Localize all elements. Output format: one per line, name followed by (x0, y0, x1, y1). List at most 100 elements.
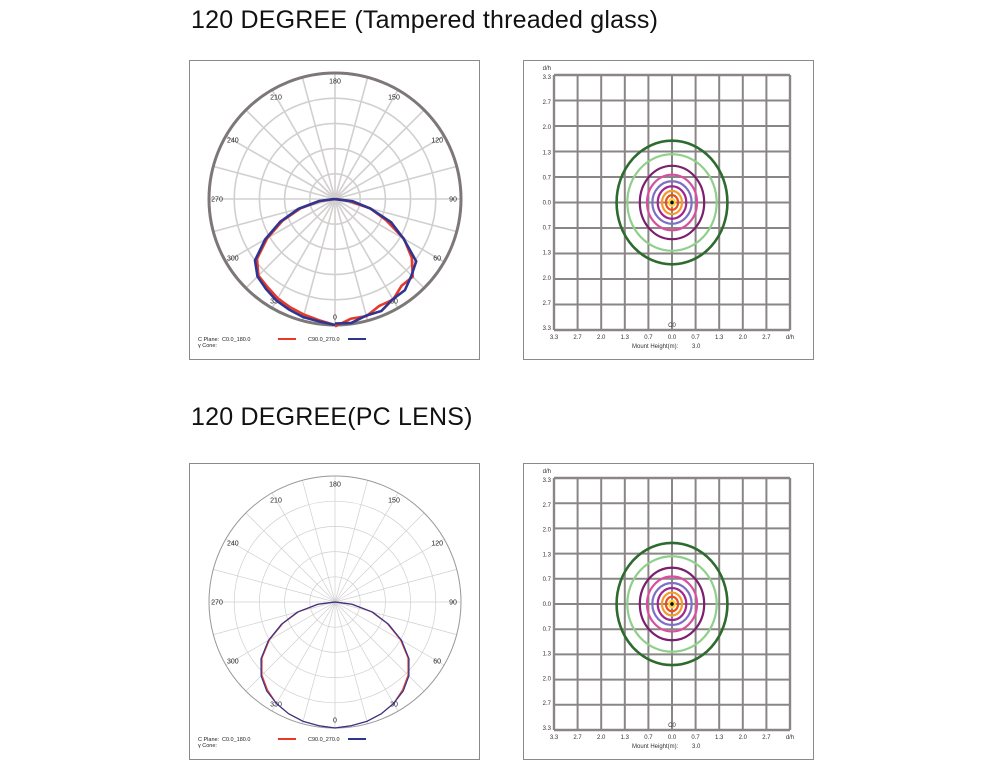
isolux-x-tick: d/h (786, 735, 794, 741)
isolux-contour (656, 185, 688, 220)
polar-angle-label: 150 (388, 94, 400, 101)
isolux-x-tick: 1.3 (621, 335, 630, 341)
isolux-y-tick: 0.7 (543, 226, 552, 232)
polar-grid-spoke (334, 109, 425, 200)
polar-angle-label: 0 (333, 718, 337, 725)
polar-grid-spoke (213, 165, 336, 200)
isolux-y-tick: 0.7 (543, 627, 552, 633)
polar-grid-spoke (225, 538, 336, 603)
isolux-x-tick: 3.3 (550, 335, 559, 341)
polar-grid-spoke (245, 109, 336, 200)
legend-c0-label: C0.0_180.0 (222, 737, 250, 743)
isolux-contour (645, 173, 699, 232)
polar-grid-spoke (334, 538, 445, 603)
isolux-x-tick: 2.0 (739, 335, 748, 341)
polar-grid-spoke (334, 512, 425, 603)
isolux-x-tick: 2.0 (597, 335, 606, 341)
polar-angle-label: 120 (431, 138, 443, 145)
isolux-y-tick: 2.0 (543, 276, 552, 282)
polar-grid-spoke (334, 601, 445, 666)
polar-angle-label: 210 (270, 497, 282, 504)
isolux-y-tick: 2.7 (543, 100, 552, 106)
isolux-x-tick: 2.7 (762, 735, 771, 741)
isolux-y-tick: 2.7 (543, 503, 552, 509)
polar-grid-spoke (302, 601, 336, 724)
polar-angle-label: 180 (329, 482, 341, 489)
legend-c90-label: C90.0_270.0 (308, 737, 340, 743)
polar-chart-panel-pc: 180 150 120 90 60 30 0 330 300 270 240 210 C Plane: γ… (189, 463, 480, 760)
polar-grid-spoke (334, 198, 369, 321)
polar-angle-label: 270 (211, 600, 223, 607)
isolux-mount-label: Mount Height(m): (632, 344, 679, 350)
isolux-x-tick: 0.7 (644, 735, 653, 741)
isolux-chart-pc: 3.3 2.7 2.0 1.3 0.7 0.0 0.7 1.3 2.0 2.7 d/h 3.3 2.7 2… (543, 469, 795, 750)
isolux-x-tick: 1.3 (715, 735, 724, 741)
polar-grid-spoke (271, 89, 336, 200)
section-title-pc-lens: 120 DEGREE(PC LENS) (191, 403, 473, 431)
polar-grid-spoke (245, 198, 336, 289)
isolux-x-tick: 3.3 (550, 735, 559, 741)
isolux-contour (638, 164, 706, 241)
isolux-contour (645, 575, 699, 633)
isolux-chart-panel-glass: 3.3 2.7 2.0 1.3 0.7 0.0 0.7 1.3 2.0 2.7 d/h 3.3 2.7 2… (523, 60, 814, 360)
polar-grid-spoke (334, 198, 399, 309)
polar-angle-label: 30 (390, 299, 398, 306)
polar-angle-label: 0 (333, 315, 337, 322)
polar-angle-label: 240 (227, 138, 239, 145)
legend-c-plane-label: C Plane: (198, 337, 220, 343)
polar-angle-label: 90 (449, 600, 457, 607)
isolux-x-tick: 2.0 (739, 735, 748, 741)
isolux-x-tick: 2.7 (573, 735, 582, 741)
polar-angle-label: 330 (270, 702, 282, 709)
isolux-x-tick: 0.0 (668, 735, 677, 741)
polar-grid-spoke (225, 135, 336, 200)
isolux-contour (664, 595, 680, 613)
isolux-contour (668, 599, 676, 609)
isolux-y-tick: 3.3 (543, 326, 552, 332)
polar-angle-label: 210 (270, 94, 282, 101)
polar-grid-spoke (301, 198, 336, 321)
polar-angle-label: 60 (433, 659, 441, 666)
polar-grid-spoke (334, 89, 399, 200)
isolux-contour (668, 197, 676, 208)
isolux-contour (664, 194, 680, 211)
isolux-x-tick: 1.3 (621, 735, 630, 741)
section-title-glass: 120 DEGREE (Tampered threaded glass) (191, 6, 659, 34)
polar-angle-label: 300 (227, 659, 239, 666)
polar-angle-label: 180 (329, 79, 341, 86)
polar-grid-spoke (334, 601, 399, 712)
polar-angle-label: 120 (431, 541, 443, 548)
isolux-plane-label: C0 (668, 323, 676, 329)
polar-grid-spoke (271, 198, 336, 309)
polar-grid-spoke (213, 569, 336, 603)
isolux-x-tick: 0.0 (668, 335, 677, 341)
polar-grid-spoke (271, 601, 336, 712)
isolux-y-tick: 0.0 (543, 602, 552, 608)
legend-gamma-label: γ Cone: (198, 343, 217, 349)
isolux-contour (660, 591, 684, 617)
polar-angle-label: 330 (270, 299, 282, 306)
isolux-y-tick: 3.3 (543, 478, 552, 484)
polar-grid-spoke (213, 601, 336, 635)
polar-chart-panel-glass: 180 150 120 90 60 30 0 330 300 270 240 210 C Plane: γ… (189, 60, 480, 360)
polar-grid-spoke (245, 512, 336, 603)
polar-grid-spoke (271, 492, 336, 603)
polar-grid-spoke (334, 480, 368, 603)
polar-grid-spoke (213, 198, 336, 233)
isolux-x-tick: 1.3 (715, 335, 724, 341)
polar-grid-spoke (334, 77, 369, 200)
isolux-chart-panel-pc: 3.3 2.7 2.0 1.3 0.7 0.0 0.7 1.3 2.0 2.7 d/h 3.3 2.7 2… (523, 463, 814, 760)
polar-angle-label: 150 (388, 497, 400, 504)
isolux-x-tick: 2.7 (762, 335, 771, 341)
isolux-contour (626, 555, 718, 653)
isolux-contour (656, 586, 688, 622)
isolux-center-marker (670, 200, 674, 205)
isolux-y-tick: 2.7 (543, 301, 552, 307)
isolux-y-tick: 2.0 (543, 528, 552, 534)
polar-grid-spoke (334, 569, 457, 603)
isolux-y-tick: 2.0 (543, 676, 552, 682)
legend-c90-label: C90.0_270.0 (308, 337, 340, 343)
isolux-contour (638, 566, 706, 642)
isolux-contour (615, 139, 729, 266)
